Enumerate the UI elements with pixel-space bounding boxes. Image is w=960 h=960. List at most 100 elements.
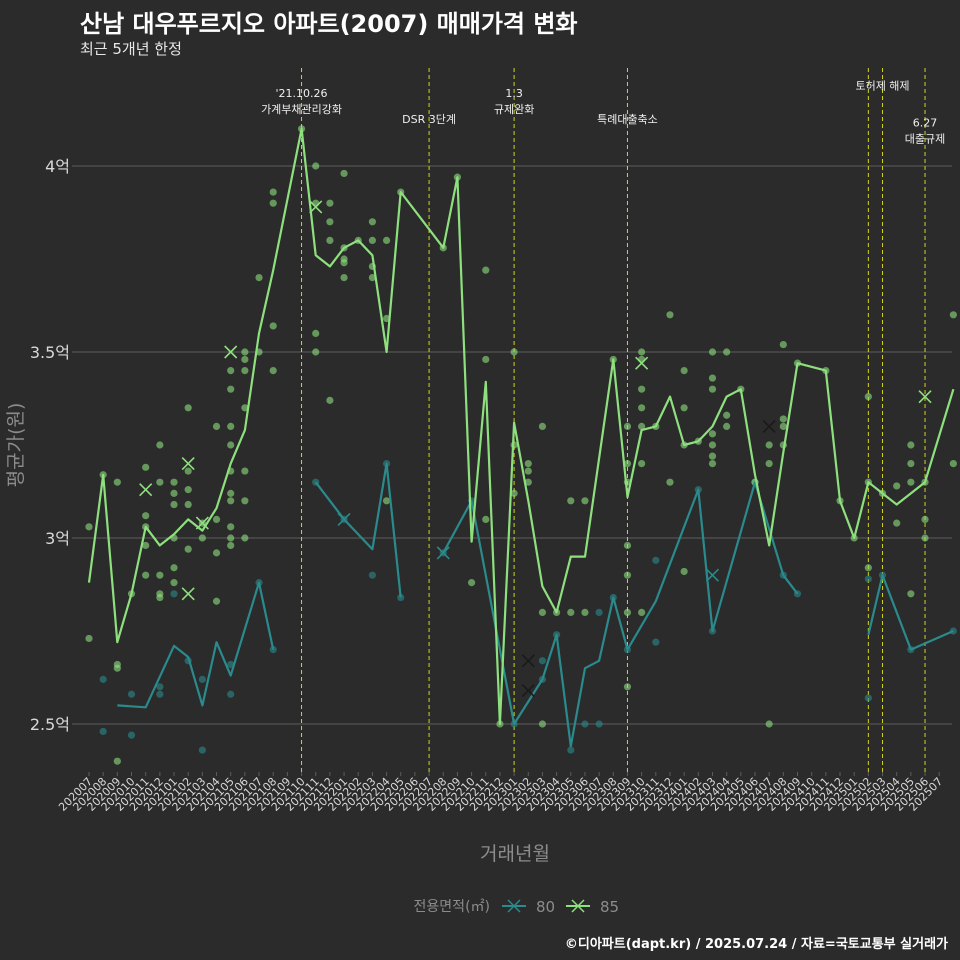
event-label: 6.27 <box>913 117 938 130</box>
data-point-85 <box>638 348 646 356</box>
legend: 전용면적(㎡) 80 85 <box>414 898 620 916</box>
data-point-85 <box>708 430 717 438</box>
data-point-80 <box>99 675 107 683</box>
data-point-85 <box>212 549 221 557</box>
data-point-85 <box>340 274 348 282</box>
data-point-85 <box>638 355 646 364</box>
y-tick-label: 2.5억 <box>30 715 70 734</box>
x-axis-title: 거래년월 <box>480 843 550 865</box>
legend-item-85: 85 <box>566 898 619 916</box>
data-point-85 <box>765 720 773 728</box>
data-point-85 <box>708 460 717 468</box>
data-point-85 <box>638 404 646 412</box>
cross-marker-85 <box>181 587 195 601</box>
data-point-85 <box>581 608 589 617</box>
data-point-85 <box>340 169 348 178</box>
cross-marker-85 <box>224 345 238 359</box>
cross-marker-85 <box>195 516 209 530</box>
series-line-85 <box>87 127 955 726</box>
event-label: 1.3 <box>505 87 523 100</box>
data-point-85 <box>312 162 320 170</box>
legend-item-80: 80 <box>502 898 555 916</box>
data-point-85 <box>949 460 957 468</box>
data-point-85 <box>312 348 320 356</box>
cross-marker-85 <box>309 200 323 214</box>
data-point-85 <box>907 460 915 468</box>
event-label: 대출규제 <box>905 133 945 146</box>
data-point-80 <box>170 590 178 598</box>
data-point-85 <box>893 519 901 527</box>
data-point-85 <box>723 348 731 356</box>
data-point-85 <box>156 593 164 602</box>
event-label: DSR 3단계 <box>402 113 456 126</box>
data-point-85 <box>708 441 717 449</box>
data-point-85 <box>212 597 221 605</box>
data-point-85 <box>382 497 391 505</box>
data-point-85 <box>567 608 575 617</box>
data-point-85 <box>907 478 915 486</box>
data-point-85 <box>227 422 235 430</box>
data-point-85 <box>170 564 178 572</box>
data-point-80 <box>127 690 136 698</box>
data-point-85 <box>269 199 277 207</box>
data-point-85 <box>241 355 249 364</box>
data-point-80 <box>581 720 589 728</box>
data-point-85 <box>538 422 547 430</box>
data-point-85 <box>907 441 915 449</box>
data-point-85 <box>227 497 235 505</box>
y-tick-label: 3억 <box>45 529 70 548</box>
data-point-85 <box>779 422 787 430</box>
data-point-85 <box>921 515 929 524</box>
event-label: 규제완화 <box>494 103 534 116</box>
data-point-85 <box>227 441 235 449</box>
data-point-85 <box>723 422 731 430</box>
data-point-85 <box>340 259 348 267</box>
data-point-85 <box>241 404 249 412</box>
data-point-85 <box>170 579 178 587</box>
data-point-85 <box>255 274 263 282</box>
data-point-85 <box>326 396 334 404</box>
cross-marker-85 <box>181 457 195 471</box>
cross-marker-85 <box>139 483 153 497</box>
data-point-85 <box>864 393 872 401</box>
data-point-85 <box>708 385 717 393</box>
data-point-80 <box>269 646 277 654</box>
data-point-80 <box>99 727 107 736</box>
data-point-85 <box>184 486 192 494</box>
data-point-85 <box>510 489 518 497</box>
series-lines <box>87 127 955 748</box>
data-point-85 <box>312 329 320 337</box>
data-point-85 <box>269 322 277 330</box>
data-point-85 <box>524 460 532 468</box>
data-point-85 <box>368 274 376 282</box>
data-point-85 <box>567 497 575 505</box>
data-point-85 <box>638 608 646 617</box>
data-point-85 <box>623 541 632 550</box>
data-point-80 <box>864 694 872 702</box>
data-point-85 <box>241 534 249 542</box>
data-point-85 <box>227 523 235 531</box>
data-point-85 <box>170 489 178 497</box>
data-point-85 <box>680 367 688 375</box>
data-point-85 <box>85 523 93 531</box>
data-point-85 <box>368 236 376 244</box>
data-point-80 <box>864 575 872 583</box>
data-point-85 <box>708 452 717 460</box>
event-label: 가계부채관리강화 <box>261 103 342 116</box>
data-point-85 <box>156 478 164 486</box>
data-point-85 <box>326 218 334 226</box>
data-point-85 <box>467 579 476 587</box>
legend-label-85: 85 <box>600 898 619 916</box>
data-point-80 <box>595 608 603 617</box>
data-point-85 <box>142 571 150 579</box>
data-point-85 <box>482 355 490 364</box>
data-point-85 <box>326 199 334 207</box>
data-point-85 <box>227 489 235 497</box>
data-point-85 <box>156 571 164 579</box>
data-point-85 <box>864 564 872 572</box>
data-point-85 <box>184 500 192 509</box>
data-point-85 <box>708 348 717 356</box>
data-point-85 <box>623 460 632 468</box>
